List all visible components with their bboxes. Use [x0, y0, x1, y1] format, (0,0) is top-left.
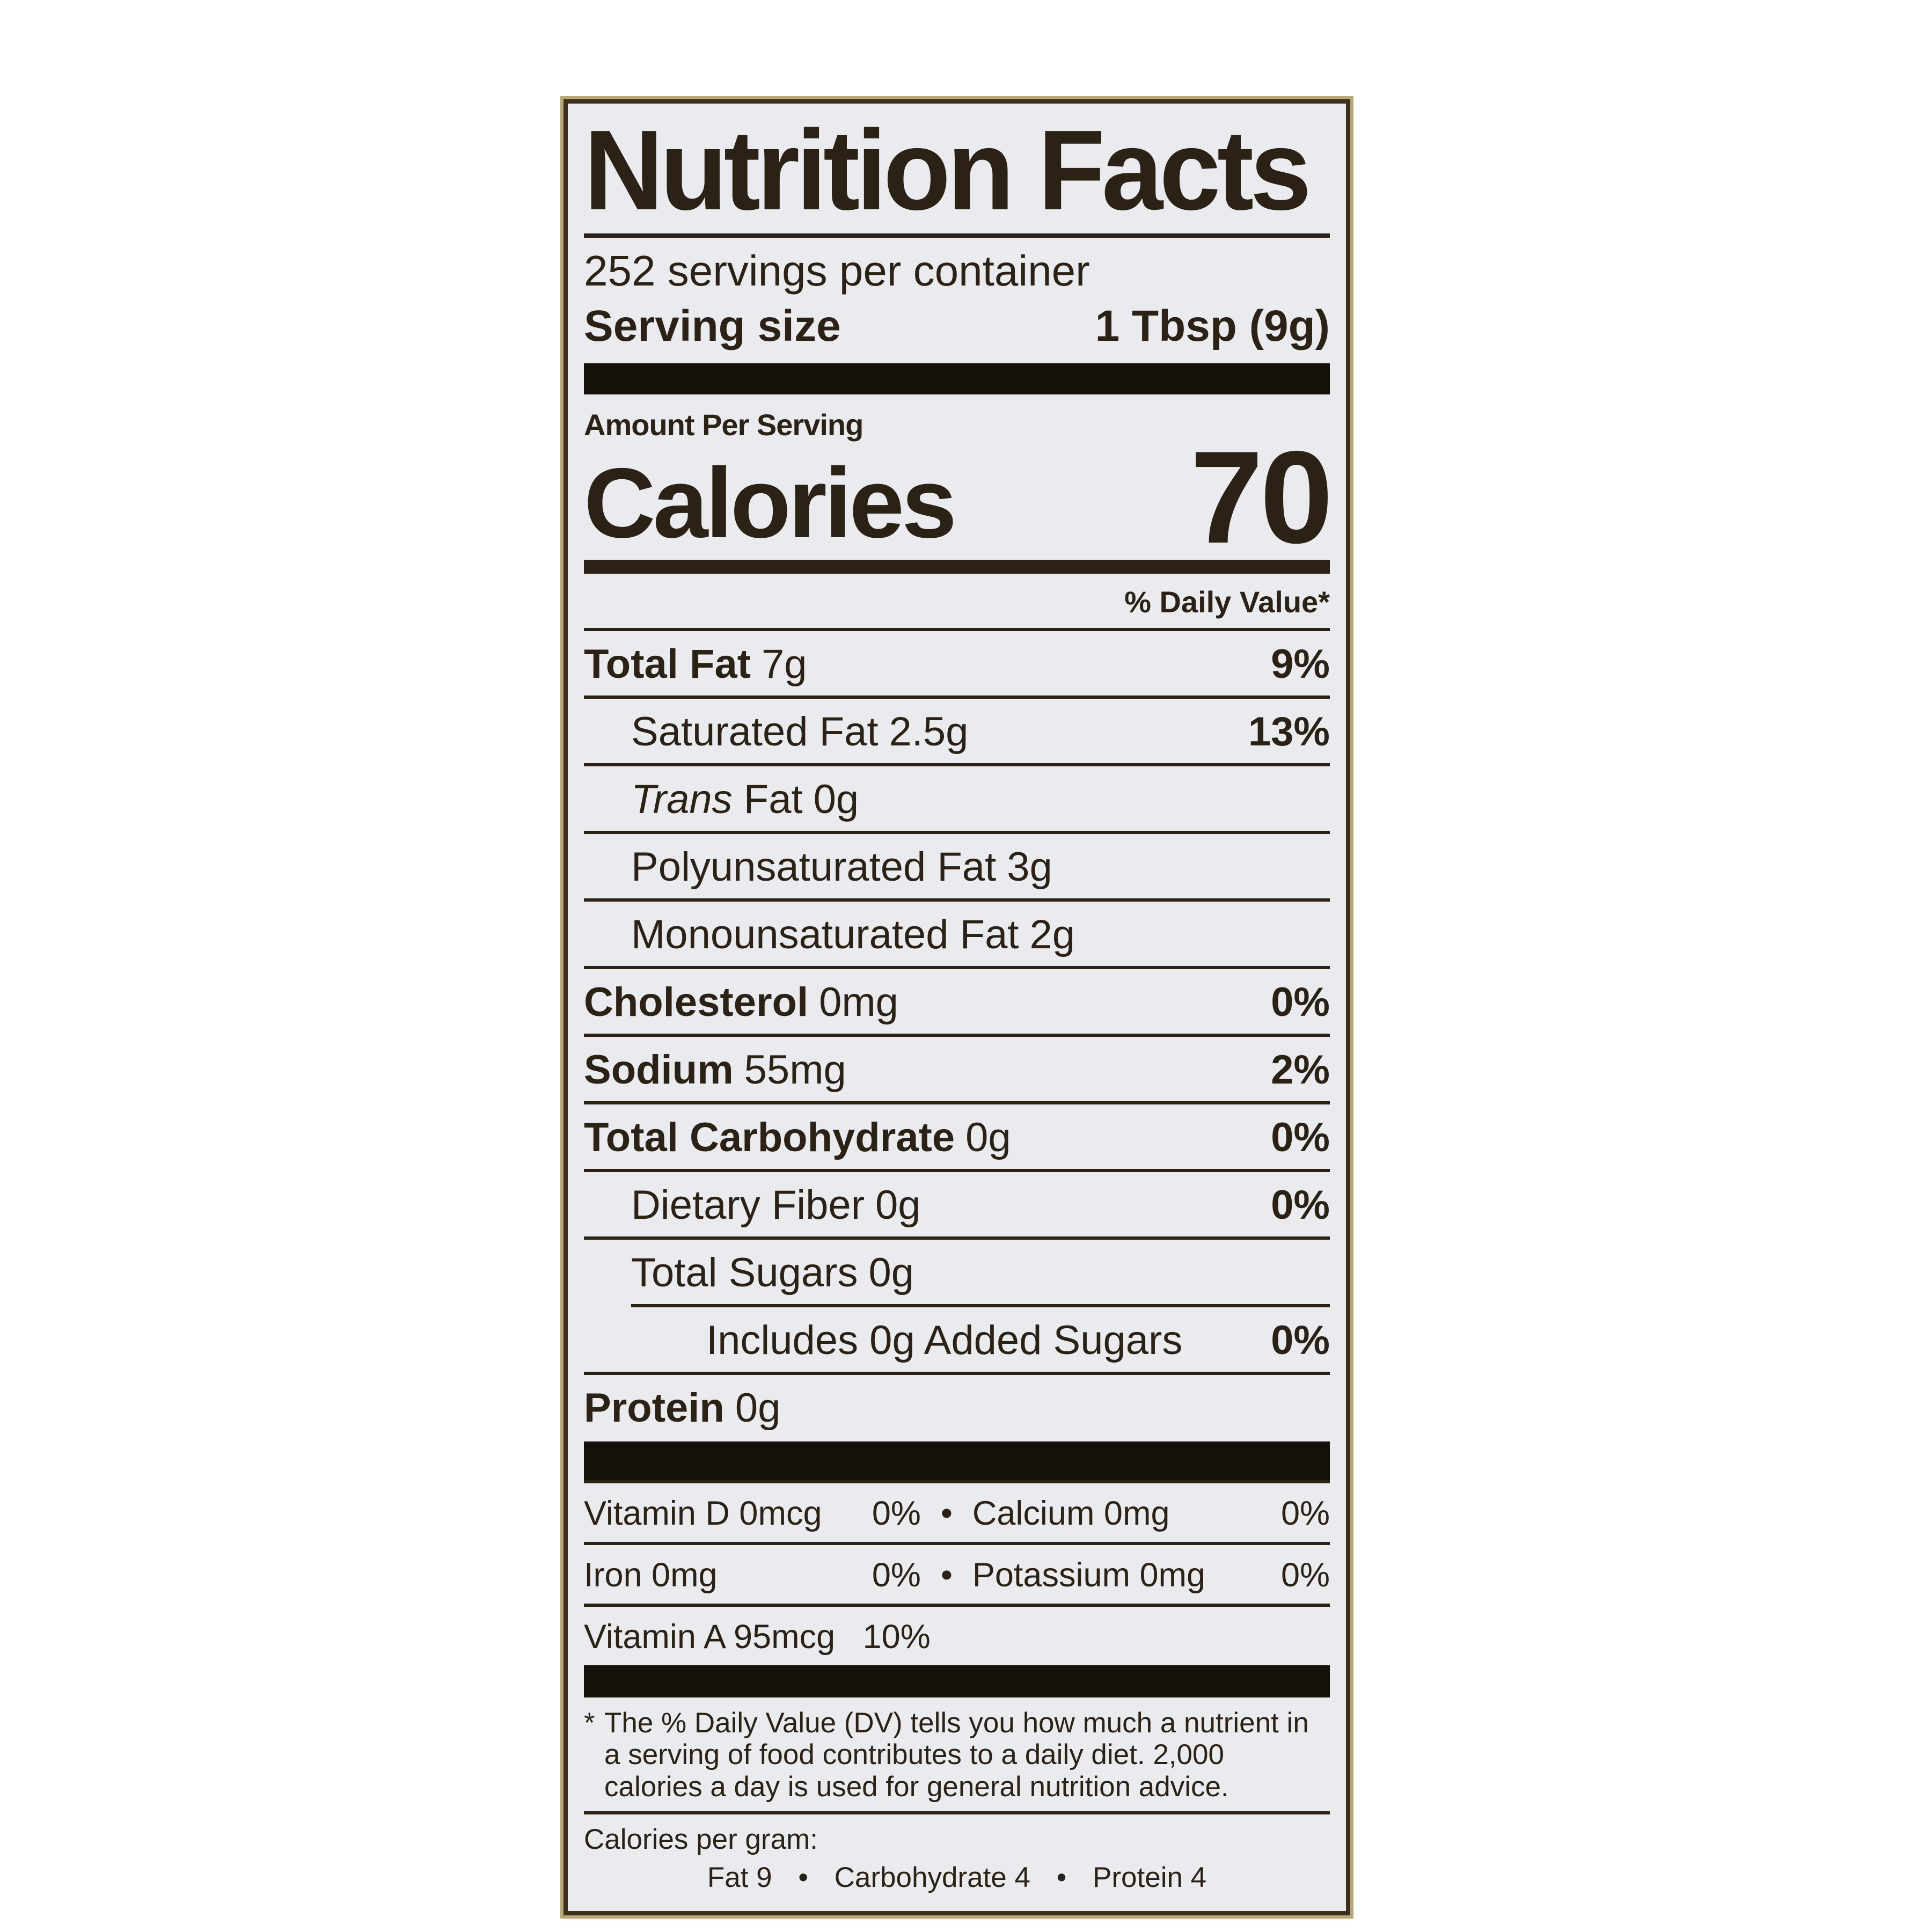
nutrient-name: Cholesterol [584, 979, 809, 1026]
nutrient-name: Trans Fat [631, 777, 803, 823]
nutrient-name: Total Sugars [631, 1250, 858, 1296]
thick-divider-bar [584, 1441, 1330, 1481]
nutrient-name: Dietary Fiber [631, 1182, 865, 1228]
amount-per-serving-label: Amount Per Serving [584, 408, 863, 442]
footnote-text: The % Daily Value (DV) tells you how muc… [604, 1707, 1309, 1803]
daily-value-footnote: * The % Daily Value (DV) tells you how m… [584, 1697, 1330, 1811]
nutrient-amount: 3g [1007, 844, 1052, 890]
divider [584, 1811, 1330, 1815]
cpg-protein: Protein 4 [1093, 1862, 1207, 1894]
vitamin-dv: 0% [872, 1556, 921, 1594]
row-cholesterol: Cholesterol 0mg 0% [584, 966, 1330, 1034]
nutrient-name: Sodium [584, 1047, 734, 1093]
nutrition-facts-label: Nutrition Facts 252 servings per contain… [564, 99, 1350, 1916]
thick-divider-bar [584, 363, 1330, 395]
nutrient-dv: 0% [1271, 979, 1330, 1026]
vitamin-row-1: Vitamin D 0mcg 0% • Calcium 0mg 0% [584, 1480, 1330, 1542]
nutrient-amount: 55mg [744, 1047, 846, 1093]
row-total-fat: Total Fat 7g 9% [584, 628, 1330, 696]
nutrient-amount: 0g [875, 1182, 921, 1228]
label-title: Nutrition Facts [584, 106, 1312, 233]
row-added-sugars: Includes 0g Added Sugars 0% [584, 1307, 1330, 1372]
bullet-separator: • [940, 1495, 953, 1533]
row-monounsaturated-fat: Monounsaturated Fat 2g [584, 898, 1330, 966]
calories-per-gram-label: Calories per gram: [584, 1824, 818, 1856]
row-trans-fat: Trans Fat 0g [584, 763, 1330, 831]
nutrient-amount: 2g [1029, 912, 1075, 958]
nutrient-amount: 0mg [819, 979, 898, 1026]
nutrient-dv: 0% [1271, 1318, 1330, 1364]
calories-value: 70 [1190, 423, 1333, 571]
row-polyunsaturated-fat: Polyunsaturated Fat 3g [584, 831, 1330, 898]
nutrient-amount: 0g [965, 1115, 1011, 1161]
cpg-fat: Fat 9 [707, 1862, 772, 1894]
bullet-separator: • [798, 1862, 808, 1894]
serving-size-row: Serving size 1 Tbsp (9g) [584, 301, 1330, 363]
cpg-carbohydrate: Carbohydrate 4 [834, 1862, 1030, 1894]
serving-size-value: 1 Tbsp (9g) [1095, 302, 1330, 351]
nutrient-dv: 0% [1271, 1182, 1330, 1228]
thick-divider-bar [584, 1665, 1330, 1698]
vitamin-name: Calcium 0mg [972, 1495, 1170, 1533]
vitamin-name: Vitamin D 0mcg [584, 1495, 822, 1533]
daily-value-header: % Daily Value* [1124, 585, 1330, 619]
vitamin-dv: 0% [1280, 1495, 1330, 1533]
vitamin-dv: 0% [1280, 1556, 1330, 1594]
vitamin-row-3: Vitamin A 95mcg 10% [584, 1604, 1330, 1665]
vitamin-row-2: Iron 0mg 0% • Potassium 0mg 0% [584, 1542, 1330, 1604]
row-saturated-fat: Saturated Fat 2.5g 13% [584, 696, 1330, 763]
nutrient-name: Total Carbohydrate [584, 1115, 955, 1161]
row-total-sugars: Total Sugars 0g [584, 1236, 1330, 1304]
serving-size-label: Serving size [584, 302, 841, 351]
nutrient-amount: 2.5g [889, 709, 969, 755]
bullet-separator: • [940, 1556, 953, 1594]
footnote-marker: * [584, 1707, 595, 1739]
row-sodium: Sodium 55mg 2% [584, 1034, 1330, 1101]
nutrient-dv: 0% [1271, 1115, 1330, 1161]
divider [584, 233, 1330, 238]
vitamin-name: Potassium 0mg [972, 1556, 1206, 1594]
nutrient-amount: 7g [762, 641, 807, 687]
vitamin-name: Vitamin A 95mcg [584, 1618, 836, 1656]
row-protein: Protein 0g [584, 1372, 1330, 1439]
calories-row: Calories 70 [584, 423, 1333, 571]
nutrient-name: Polyunsaturated Fat [631, 844, 997, 890]
nutrient-amount: 0g [813, 777, 859, 823]
medium-divider [584, 560, 1330, 574]
nutrient-name: Monounsaturated Fat [631, 912, 1019, 958]
nutrient-dv: 9% [1271, 641, 1330, 687]
indented-divider [631, 1304, 1330, 1308]
bullet-separator: • [1056, 1862, 1067, 1894]
nutrient-amount: 0g [868, 1250, 914, 1296]
vitamin-dv: 10% [862, 1618, 931, 1656]
nutrient-dv: 13% [1248, 709, 1330, 755]
vitamin-dv: 0% [872, 1495, 921, 1533]
nutrient-name: Saturated Fat [631, 709, 879, 755]
vitamin-name: Iron 0mg [584, 1556, 718, 1594]
calories-label: Calories [584, 448, 957, 559]
nutrient-name: Protein [584, 1385, 724, 1431]
nutrient-dv: 2% [1271, 1047, 1330, 1093]
nutrient-amount: 0g [735, 1385, 781, 1431]
servings-per-container: 252 servings per container [584, 247, 1090, 295]
nutrient-name: Includes 0g Added Sugars [706, 1318, 1183, 1364]
row-total-carbohydrate: Total Carbohydrate 0g 0% [584, 1101, 1330, 1169]
row-dietary-fiber: Dietary Fiber 0g 0% [584, 1169, 1330, 1236]
nutrient-name: Total Fat [584, 641, 751, 687]
calories-per-gram-values: Fat 9 • Carbohydrate 4 • Protein 4 [584, 1856, 1330, 1897]
